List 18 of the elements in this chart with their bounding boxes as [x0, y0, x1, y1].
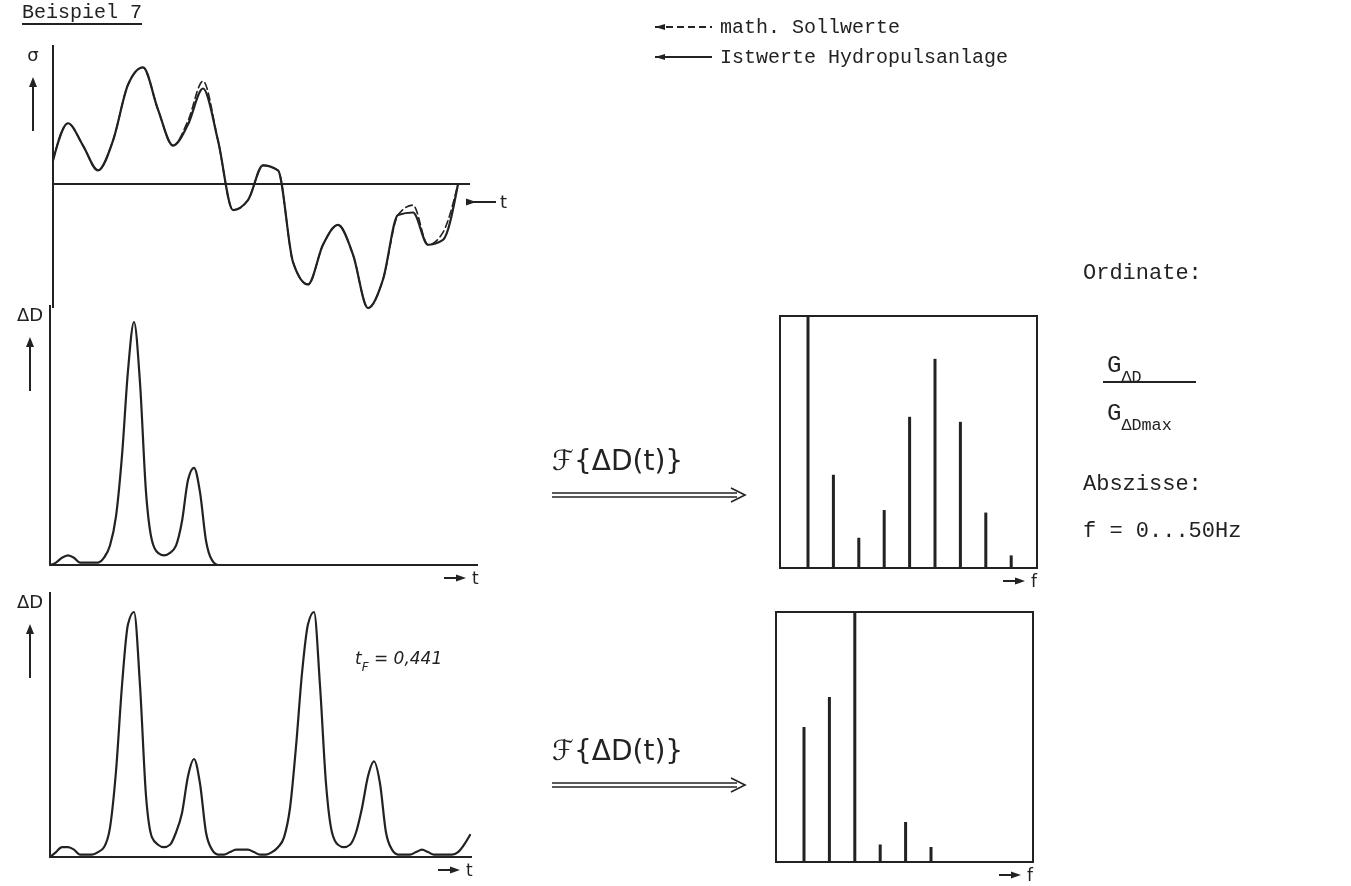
legend-label: Istwerte Hydropulsanlage	[720, 46, 1009, 69]
text: G$_{ΔDmax}$	[1107, 400, 1172, 435]
x-axis-title: f	[1027, 865, 1034, 885]
y-axis-title: σ	[27, 44, 39, 65]
text: Abszisse:	[1083, 472, 1202, 497]
x-axis-title: t	[466, 860, 473, 880]
x-axis-title: f	[1031, 571, 1038, 591]
text: f = 0...50Hz	[1083, 519, 1242, 544]
x-axis-title: t	[472, 568, 479, 588]
text: ℱ{ΔD(t)}	[552, 734, 684, 767]
legend-label: math. Sollwerte	[720, 16, 901, 39]
y-axis-title: ΔD	[16, 304, 44, 325]
y-axis-title: ΔD	[16, 591, 44, 612]
x-axis-title: t	[500, 191, 508, 212]
text: ℱ{ΔD(t)}	[552, 444, 684, 477]
chart-title: Beispiel 7	[22, 1, 143, 24]
annotation: t$_{F}$ = 0,441	[355, 648, 443, 674]
text: Ordinate:	[1083, 261, 1202, 286]
